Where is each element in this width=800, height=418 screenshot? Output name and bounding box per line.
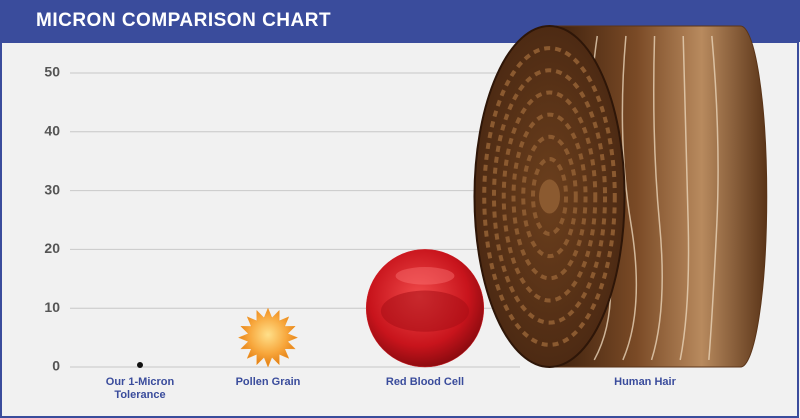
pollen-grain: [237, 307, 299, 368]
category-label: Red Blood Cell: [385, 376, 465, 388]
hair-crack: [621, 35, 638, 361]
hair-core: [539, 179, 561, 214]
dot: [137, 362, 143, 368]
hair-ring: [501, 90, 598, 303]
y-tick-label: 40: [44, 123, 60, 139]
hair-crack: [679, 35, 690, 361]
y-tick-label: 30: [44, 181, 60, 197]
cell-shine: [395, 267, 455, 285]
y-tick-label: 20: [44, 240, 60, 256]
frame: [0, 41, 799, 418]
hair-crack: [650, 35, 663, 361]
hair-ring: [521, 134, 578, 259]
hair-crack: [708, 35, 719, 361]
y-tick-label: 50: [44, 64, 60, 80]
category-label: Our 1-Micron Tolerance: [105, 376, 175, 401]
y-tick-label: 0: [52, 358, 60, 374]
category-label: Human Hair: [614, 376, 676, 388]
hair-ring: [482, 46, 617, 347]
hair-ring: [491, 68, 608, 325]
chart-title: MICRON COMPARISON CHART: [36, 10, 331, 31]
hair-ring: [531, 156, 569, 236]
cell-center: [380, 290, 470, 332]
hair-ring: [511, 112, 588, 281]
category-label: Pollen Grain: [235, 376, 301, 388]
y-tick-label: 10: [44, 299, 60, 315]
